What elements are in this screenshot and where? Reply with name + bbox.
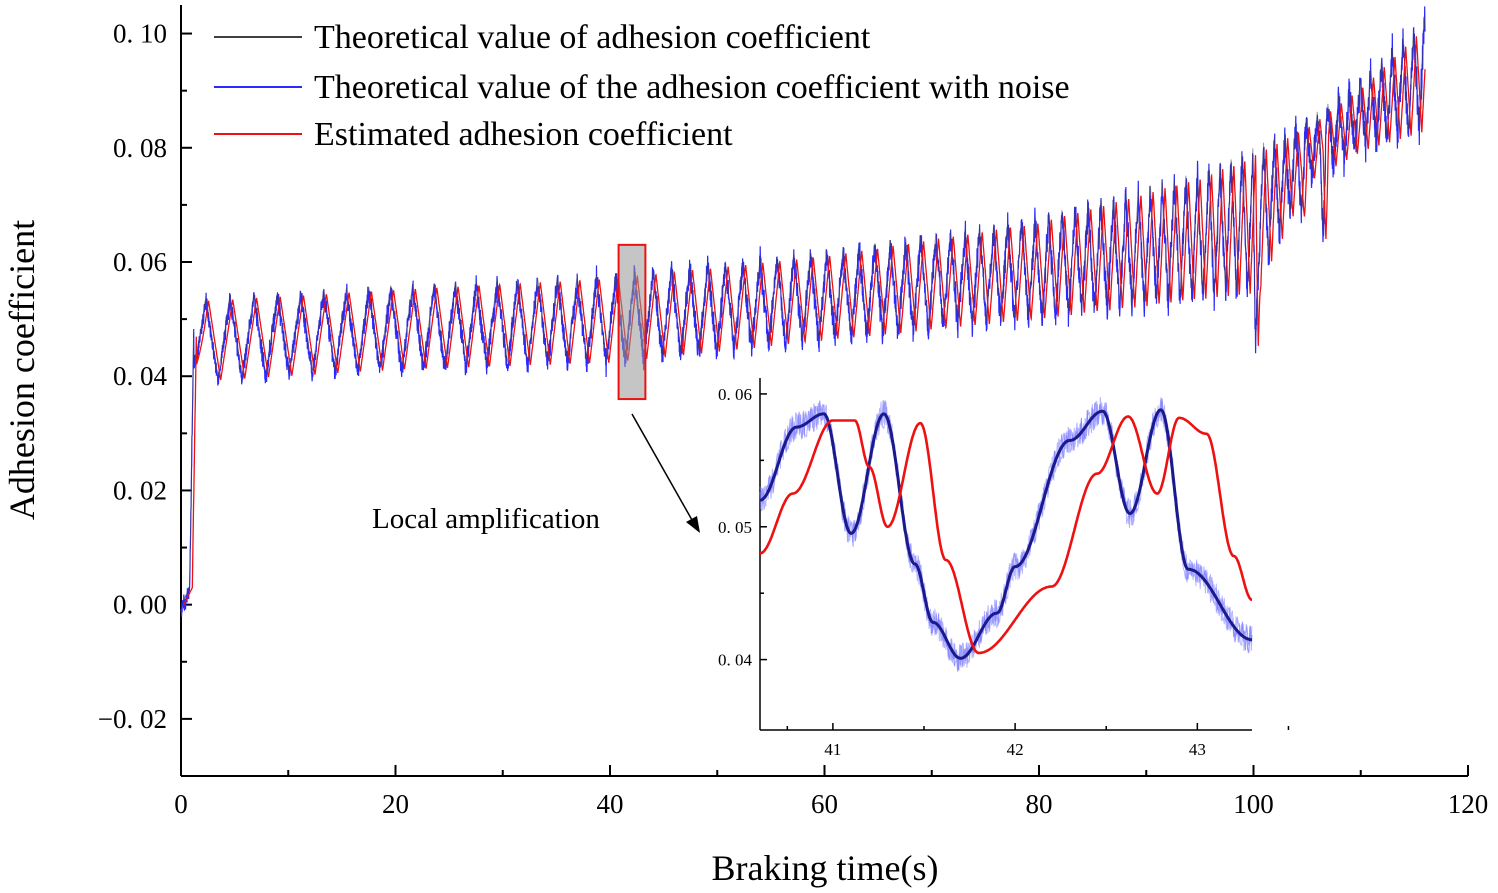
inset-x-axis-ticks: 41 42 43 [786, 723, 1290, 759]
x-axis-title: Braking time(s) [712, 848, 939, 888]
inset-series-estimated [760, 415, 1253, 655]
inset-background [760, 378, 1252, 730]
x-axis-ticks: 0 20 40 60 80 100 120 [174, 765, 1488, 819]
inset-x-tick-label: 41 [824, 740, 841, 759]
annotation-local-amplification: Local amplification [372, 503, 600, 535]
series-estimated [183, 36, 1426, 605]
y-tick-label: 0. 10 [113, 19, 167, 49]
main-series-group [180, 6, 1426, 617]
inset-x-tick-label: 42 [1007, 740, 1024, 759]
y-tick-label: 0. 04 [113, 361, 168, 391]
legend: Theoretical value of adhesion coefficien… [214, 19, 1070, 153]
x-tick-label: 0 [174, 789, 188, 819]
inset-y-tick-label: 0. 05 [718, 518, 752, 537]
x-tick-label: 100 [1233, 789, 1274, 819]
series-theoretical [180, 17, 1426, 605]
y-tick-label: 0. 00 [113, 590, 167, 620]
legend-label-noise: Theoretical value of the adhesion coeffi… [314, 69, 1070, 106]
y-tick-label: 0. 08 [113, 133, 167, 163]
annotation-arrow-head [686, 516, 700, 533]
inset-y-axis-ticks: 0. 04 0. 05 0. 06 [718, 385, 767, 670]
annotation-arrow-line [631, 413, 693, 521]
x-tick-label: 60 [811, 789, 838, 819]
legend-label-theoretical: Theoretical value of adhesion coefficien… [314, 19, 871, 56]
local-amplification-box [617, 243, 647, 401]
legend-label-estimated: Estimated adhesion coefficient [314, 116, 733, 153]
y-axis-ticks: −0. 02 0. 00 0. 02 0. 04 0. 06 0. 08 0. 10 [98, 19, 192, 734]
x-tick-label: 40 [597, 789, 624, 819]
y-tick-label: 0. 06 [113, 247, 167, 277]
y-axis-title: Adhesion coefficient [2, 220, 42, 520]
y-tick-label: 0. 02 [113, 475, 167, 505]
inset-plot: 41 42 43 0. 04 0. 05 0. 06 [718, 378, 1290, 759]
inset-x-tick-label: 43 [1189, 740, 1206, 759]
main-plot: 0 20 40 60 80 100 120 −0. 020. 000. 020. 040. … [98, 5, 1488, 819]
x-tick-label: 20 [382, 789, 409, 819]
y-tick-label: −0. 02 [98, 704, 167, 734]
x-tick-label: 80 [1026, 789, 1053, 819]
inset-y-tick-label: 0. 04 [718, 651, 753, 670]
inset-series-group [759, 396, 1253, 672]
x-tick-label: 120 [1448, 789, 1489, 819]
inset-y-tick-label: 0. 06 [718, 385, 752, 404]
